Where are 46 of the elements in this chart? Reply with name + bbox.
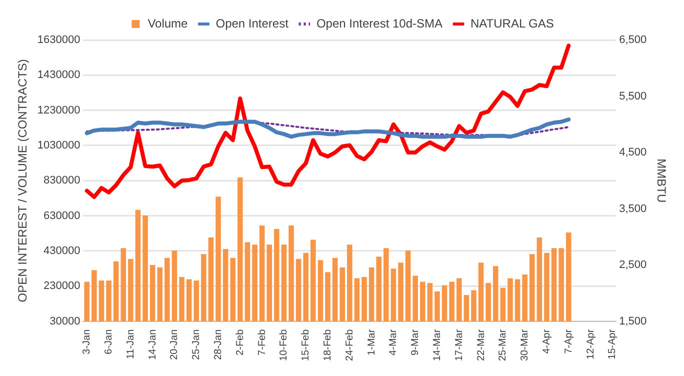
y-tick-label: 630000	[44, 210, 80, 222]
x-tick-label: 3-Jan	[82, 329, 93, 354]
x-tick-label: 17-Mar	[454, 328, 465, 362]
legend-label: NATURAL GAS	[470, 16, 554, 30]
x-tick-label: 30-Mar	[520, 328, 531, 362]
x-tick-label: 14-Mar	[432, 328, 443, 362]
x-tick-label: 6-Jan	[104, 329, 115, 354]
y-tick-label: 1230000	[37, 104, 80, 116]
y-tick-label: 430000	[44, 245, 80, 258]
x-tick-label: 7-Feb	[256, 328, 268, 356]
x-tick-label: 9-Mar	[410, 328, 422, 356]
x-tick-label: 28-Jan	[213, 329, 224, 360]
y-tick-label: 230000	[44, 280, 80, 292]
x-tick-label: 11-Jan	[125, 329, 136, 360]
x-tick-label: 25-Mar	[498, 328, 509, 362]
x-tick-label: 25-Jan	[191, 329, 202, 360]
x-tick-label: 14-Jan	[147, 329, 158, 360]
y-axis-title: OPEN INTEREST / VOLUME (CONTRACTS)	[16, 59, 30, 302]
y2-tick-label: 1,500	[619, 315, 647, 328]
x-tick-label: 15-Apr	[607, 328, 618, 360]
x-tick-label: 24-Feb	[344, 328, 356, 362]
x-tick-label: 15-Feb	[300, 328, 312, 362]
x-tick-label: 4-Apr	[541, 328, 552, 354]
x-tick-label: 12-Apr	[585, 328, 596, 360]
y2-axis-title: MMBTU	[654, 158, 668, 203]
y2-tick-label: 4,500	[619, 146, 647, 159]
y2-tick-label: 2,500	[619, 259, 647, 272]
x-tick-label: 2-Feb	[234, 328, 246, 356]
x-tick-label: 18-Feb	[322, 328, 334, 362]
y-tick-label: 1430000	[37, 69, 80, 82]
y-tick-label: 1030000	[37, 140, 80, 152]
y-tick-label: 1630000	[37, 34, 80, 46]
y2-tick-label: 3,500	[619, 202, 647, 215]
y2-tick-label: 5,500	[619, 90, 647, 102]
legend-label: Open Interest 10d-SMA	[316, 16, 443, 30]
x-tick-label: 22-Mar	[476, 328, 487, 362]
x-tick-label: 1-Mar	[366, 328, 378, 356]
x-tick-label: 4-Mar	[388, 328, 400, 356]
x-tick-label: 10-Feb	[278, 328, 290, 362]
legend-label: Volume	[148, 16, 188, 30]
legend-label: Open Interest	[216, 16, 290, 30]
y-tick-label: 830000	[44, 174, 80, 187]
y2-tick-label: 6,500	[619, 34, 647, 46]
x-tick-label: 20-Jan	[169, 329, 180, 360]
x-tick-label: 7-Apr	[563, 328, 574, 354]
y-tick-label: 30000	[50, 315, 80, 328]
